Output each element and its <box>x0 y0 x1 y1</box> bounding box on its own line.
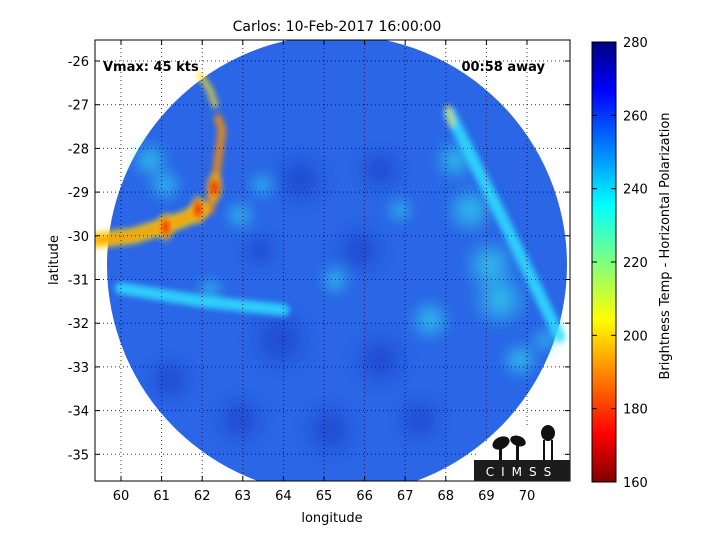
y-tick-label: -32 <box>68 317 89 332</box>
colorbar-tick-label: 260 <box>623 109 648 124</box>
texture-dark <box>240 230 280 270</box>
y-tick-label: -28 <box>68 142 89 157</box>
texture-cyan <box>444 184 496 236</box>
texture-dark <box>394 394 446 446</box>
colorbar-tick-label: 200 <box>623 329 648 344</box>
texture-cyan <box>470 270 530 330</box>
colorbar-label: Brightness Temp - Horizontal Polarizatio… <box>658 112 673 379</box>
y-tick-label: -30 <box>68 230 89 245</box>
feature-cold-cell-62.3 <box>205 171 224 204</box>
y-tick-label: -31 <box>68 274 89 289</box>
y-axis-label: latitude <box>47 235 62 285</box>
feature-cold-cell-61.9 <box>189 193 208 226</box>
grid-lines <box>95 40 570 481</box>
x-tick-label: 67 <box>397 489 414 504</box>
texture-cyan <box>386 196 414 224</box>
brightness-temp-map <box>95 40 567 481</box>
y-tick-label: -35 <box>68 448 89 463</box>
feature-warm-band-south <box>115 282 290 317</box>
colorbar-tick-label: 280 <box>623 36 648 51</box>
water-tower-icon <box>541 425 555 462</box>
feature-east-cell <box>445 105 455 127</box>
texture-dark <box>246 306 314 374</box>
x-tick-label: 64 <box>275 489 292 504</box>
y-tick-label: -29 <box>68 186 89 201</box>
x-tick-label: 62 <box>194 489 211 504</box>
logo-banner <box>474 460 570 481</box>
feature-cold-cell-61.1 <box>156 211 175 244</box>
x-tick-label: 68 <box>438 489 455 504</box>
texture-dark <box>270 150 330 210</box>
y-tick-label: -34 <box>68 405 89 420</box>
colorbar: 280 260 240 220 200 180 160 Brightness Temp - … <box>591 36 673 491</box>
axes-frame <box>94 39 571 482</box>
colorbar-tick-label: 160 <box>623 476 648 491</box>
texture-cyan <box>224 199 256 231</box>
x-axis-label: longitude <box>301 511 362 526</box>
colorbar-tick-label: 220 <box>623 256 648 271</box>
colorbar-ticks: 280 260 240 220 200 180 160 <box>592 36 648 491</box>
cimss-logo: CIMSS <box>474 425 570 481</box>
time-away-label: 00:58 away <box>461 60 545 75</box>
texture-dark <box>212 392 268 448</box>
y-tick-label: -33 <box>68 361 89 376</box>
colorbar-tick-label: 180 <box>623 403 648 418</box>
x-tick-label: 70 <box>519 489 536 504</box>
x-tick-label: 63 <box>235 489 252 504</box>
feature-rainband-tip <box>196 71 219 109</box>
logo-text: CIMSS <box>486 465 559 479</box>
texture-dark <box>356 146 404 194</box>
x-tick-label: 65 <box>316 489 333 504</box>
vmax-label: Vmax: 45 kts <box>103 60 199 75</box>
axes-ticks: 60 61 62 63 64 65 66 67 68 69 70 -26 -27 -28 -29 -30 -31… <box>68 40 570 504</box>
texture-cyan <box>147 167 183 203</box>
x-tick-label: 69 <box>478 489 495 504</box>
texture-dark <box>300 400 360 460</box>
texture-dark <box>332 222 388 278</box>
y-tick-label: -26 <box>68 55 89 70</box>
x-tick-label: 61 <box>153 489 170 504</box>
feature-east-streak <box>443 107 566 343</box>
y-tick-label: -27 <box>68 99 89 114</box>
texture-cyan <box>500 340 540 380</box>
x-tick-label: 60 <box>113 489 130 504</box>
x-tick-label: 66 <box>356 489 373 504</box>
plot-title: Carlos: 10-Feb-2017 16:00:00 <box>233 19 442 35</box>
satellite-dish-icon <box>492 435 526 460</box>
texture-dark <box>144 354 196 406</box>
texture-cyan <box>408 298 452 342</box>
colorbar-tick-label: 240 <box>623 183 648 198</box>
texture-dark <box>350 330 410 390</box>
